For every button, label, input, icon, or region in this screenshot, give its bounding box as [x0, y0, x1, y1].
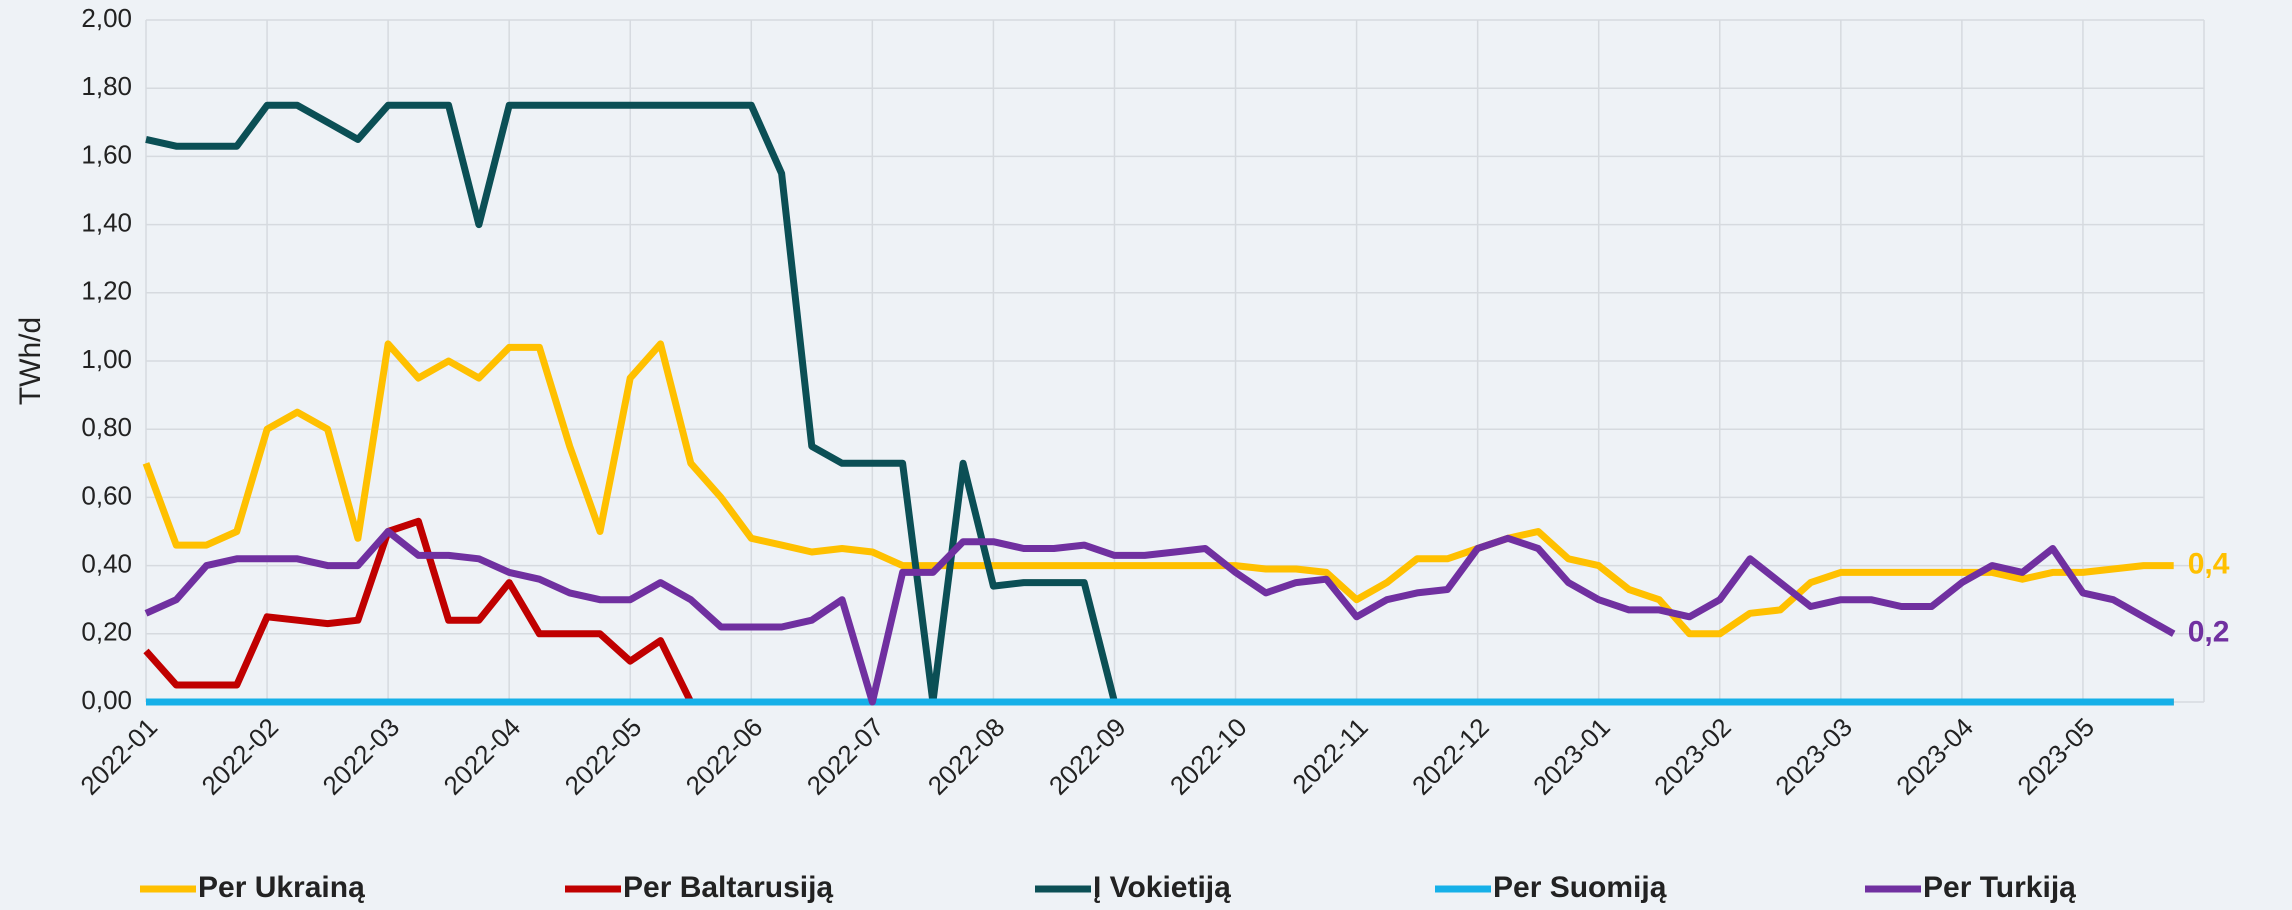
y-tick-label: 0,60: [81, 480, 132, 510]
x-tick-label: 2022-05: [559, 712, 648, 801]
series-line: [143, 517, 694, 704]
x-tick-label: 2022-07: [801, 712, 890, 801]
y-tick-label: 1,20: [81, 276, 132, 306]
x-tick-label: 2023-02: [1648, 712, 1737, 801]
x-tick-label: 2022-04: [438, 712, 527, 801]
y-tick-label: 2,00: [81, 3, 132, 33]
y-tick-label: 0,20: [81, 617, 132, 647]
y-tick-label: 0,80: [81, 412, 132, 442]
series-line: [144, 528, 2176, 706]
y-tick-label: 1,00: [81, 344, 132, 374]
y-tick-label: 0,00: [81, 685, 132, 715]
x-tick-label: 2022-12: [1406, 712, 1495, 801]
y-tick-label: 1,60: [81, 139, 132, 169]
x-tick-label: 2022-08: [922, 712, 1011, 801]
end-label: 0,4: [2188, 548, 2230, 581]
x-tick-label: 2022-09: [1043, 712, 1132, 801]
end-label: 0,2: [2188, 616, 2230, 649]
x-tick-label: 2023-05: [2011, 712, 2100, 801]
x-tick-label: 2022-01: [74, 712, 163, 801]
x-tick-label: 2022-02: [195, 712, 284, 801]
x-tick-label: 2022-10: [1164, 712, 1253, 801]
legend-label: Per Baltarusiją: [623, 871, 833, 904]
legend-label: Į Vokietiją: [1093, 871, 1231, 904]
x-tick-label: 2022-11: [1286, 712, 1373, 799]
series-line: [145, 101, 2174, 706]
legend-label: Per Suomiją: [1493, 871, 1667, 904]
y-tick-label: 1,80: [81, 71, 132, 101]
x-tick-label: 2023-01: [1527, 712, 1616, 801]
legend-label: Per Ukrainą: [198, 871, 365, 904]
y-axis-label: TWh/d: [14, 317, 47, 405]
x-tick-label: 2023-04: [1890, 712, 1979, 801]
y-tick-label: 1,40: [81, 207, 132, 237]
x-tick-label: 2022-03: [317, 712, 406, 801]
series-line: [142, 340, 2174, 638]
legend-label: Per Turkiją: [1923, 871, 2076, 904]
x-tick-label: 2022-06: [680, 712, 769, 801]
y-tick-label: 0,40: [81, 548, 132, 578]
x-tick-label: 2023-03: [1769, 712, 1858, 801]
